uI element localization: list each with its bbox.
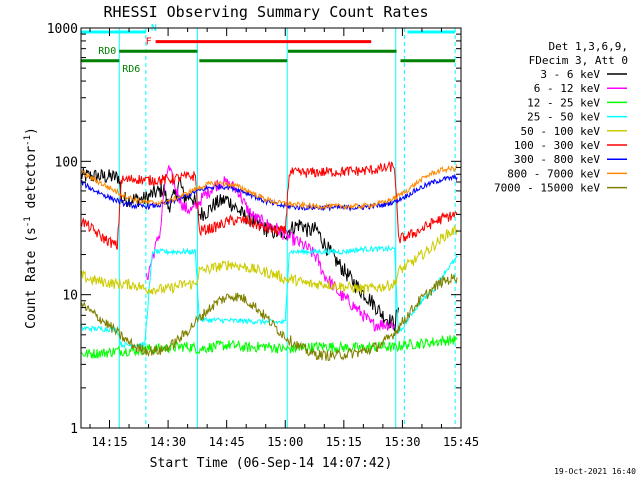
legend-label-3: 25 - 50 keV xyxy=(527,111,600,124)
plot-frame xyxy=(80,27,462,429)
legend-label-5: 100 - 300 keV xyxy=(514,139,600,152)
y-axis: 1 10 100 1000 xyxy=(47,22,461,437)
y-axis-label-close: ) xyxy=(24,127,39,135)
flag-label-2: RD0 xyxy=(98,46,116,57)
chart-title: RHESSI Observing Summary Count Rates xyxy=(103,3,428,21)
x-tick-label-1: 14:30 xyxy=(150,435,186,449)
x-tick-label-5: 15:30 xyxy=(384,435,420,449)
legend-label-0: 3 - 6 keV xyxy=(540,68,600,81)
x-tick-label-6: 15:45 xyxy=(443,435,479,449)
x-tick-label-2: 14:45 xyxy=(209,435,245,449)
flag-label-1: F xyxy=(146,37,152,48)
legend-label-6: 300 - 800 keV xyxy=(514,153,600,166)
flag-label-3: RD6 xyxy=(122,64,140,75)
y-axis-label: Count Rate (s-1 detector-1) xyxy=(23,127,39,329)
series-line-3 xyxy=(80,244,458,349)
y-axis-label-detector: detector xyxy=(24,146,39,217)
legend: Det 1,3,6,9, FDecim 3, Att 0 3 - 6 keV6 … xyxy=(494,40,628,195)
x-tick-label-0: 14:15 xyxy=(91,435,127,449)
series-line-7 xyxy=(80,163,458,211)
x-tick-label-4: 15:15 xyxy=(326,435,362,449)
x-axis: 14:15 14:30 14:45 15:00 15:15 15:30 15:45 xyxy=(89,28,479,449)
y-tick-label-1: 10 xyxy=(62,289,78,304)
legend-label-4: 50 - 100 keV xyxy=(521,125,601,138)
y-tick-label-2: 100 xyxy=(55,155,78,170)
y-axis-label-text: Count Rate (s xyxy=(24,227,39,329)
legend-label-7: 800 - 7000 keV xyxy=(507,167,600,180)
series-line-0 xyxy=(80,167,399,332)
y-tick-label-0: 1 xyxy=(70,422,78,437)
legend-header-line-1: Det 1,3,6,9, xyxy=(549,40,628,53)
series-line-5 xyxy=(80,160,458,250)
x-tick-label-3: 15:00 xyxy=(267,435,303,449)
generation-timestamp: 19-Oct-2021 16:40 xyxy=(554,467,636,476)
plot-area xyxy=(80,28,458,428)
series-line-4 xyxy=(80,224,458,295)
y-tick-label-3: 1000 xyxy=(47,22,78,37)
y-axis-label-exponent-2: -1 xyxy=(23,135,33,146)
legend-label-2: 12 - 25 keV xyxy=(527,96,600,109)
legend-label-8: 7000 - 15000 keV xyxy=(494,182,600,195)
legend-label-1: 6 - 12 keV xyxy=(534,82,601,95)
legend-header-line-2: FDecim 3, Att 0 xyxy=(529,54,628,67)
series-line-8 xyxy=(80,273,458,362)
x-axis-label: Start Time (06-Sep-14 14:07:42) xyxy=(150,456,393,471)
y-axis-label-exponent: -1 xyxy=(23,216,33,227)
